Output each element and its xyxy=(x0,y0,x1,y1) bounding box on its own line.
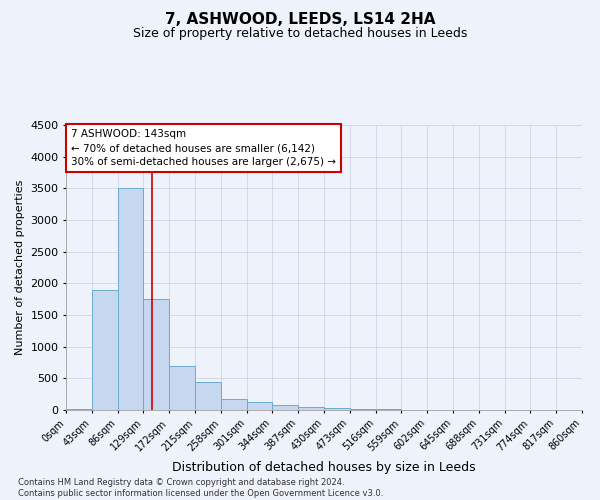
Bar xyxy=(272,405,298,410)
X-axis label: Distribution of detached houses by size in Leeds: Distribution of detached houses by size … xyxy=(172,461,476,474)
Bar xyxy=(143,299,169,410)
Bar xyxy=(118,188,143,410)
Bar xyxy=(247,402,272,410)
Text: Contains HM Land Registry data © Crown copyright and database right 2024.
Contai: Contains HM Land Registry data © Crown c… xyxy=(18,478,383,498)
Text: 7 ASHWOOD: 143sqm
← 70% of detached houses are smaller (6,142)
30% of semi-detac: 7 ASHWOOD: 143sqm ← 70% of detached hous… xyxy=(71,130,336,168)
Bar xyxy=(195,382,221,410)
Bar xyxy=(92,290,118,410)
Bar xyxy=(169,366,195,410)
Text: Size of property relative to detached houses in Leeds: Size of property relative to detached ho… xyxy=(133,28,467,40)
Bar xyxy=(66,409,92,410)
Text: 7, ASHWOOD, LEEDS, LS14 2HA: 7, ASHWOOD, LEEDS, LS14 2HA xyxy=(165,12,435,28)
Y-axis label: Number of detached properties: Number of detached properties xyxy=(14,180,25,355)
Bar xyxy=(221,399,247,410)
Bar xyxy=(298,408,324,410)
Bar xyxy=(324,408,350,410)
Bar xyxy=(350,408,376,410)
